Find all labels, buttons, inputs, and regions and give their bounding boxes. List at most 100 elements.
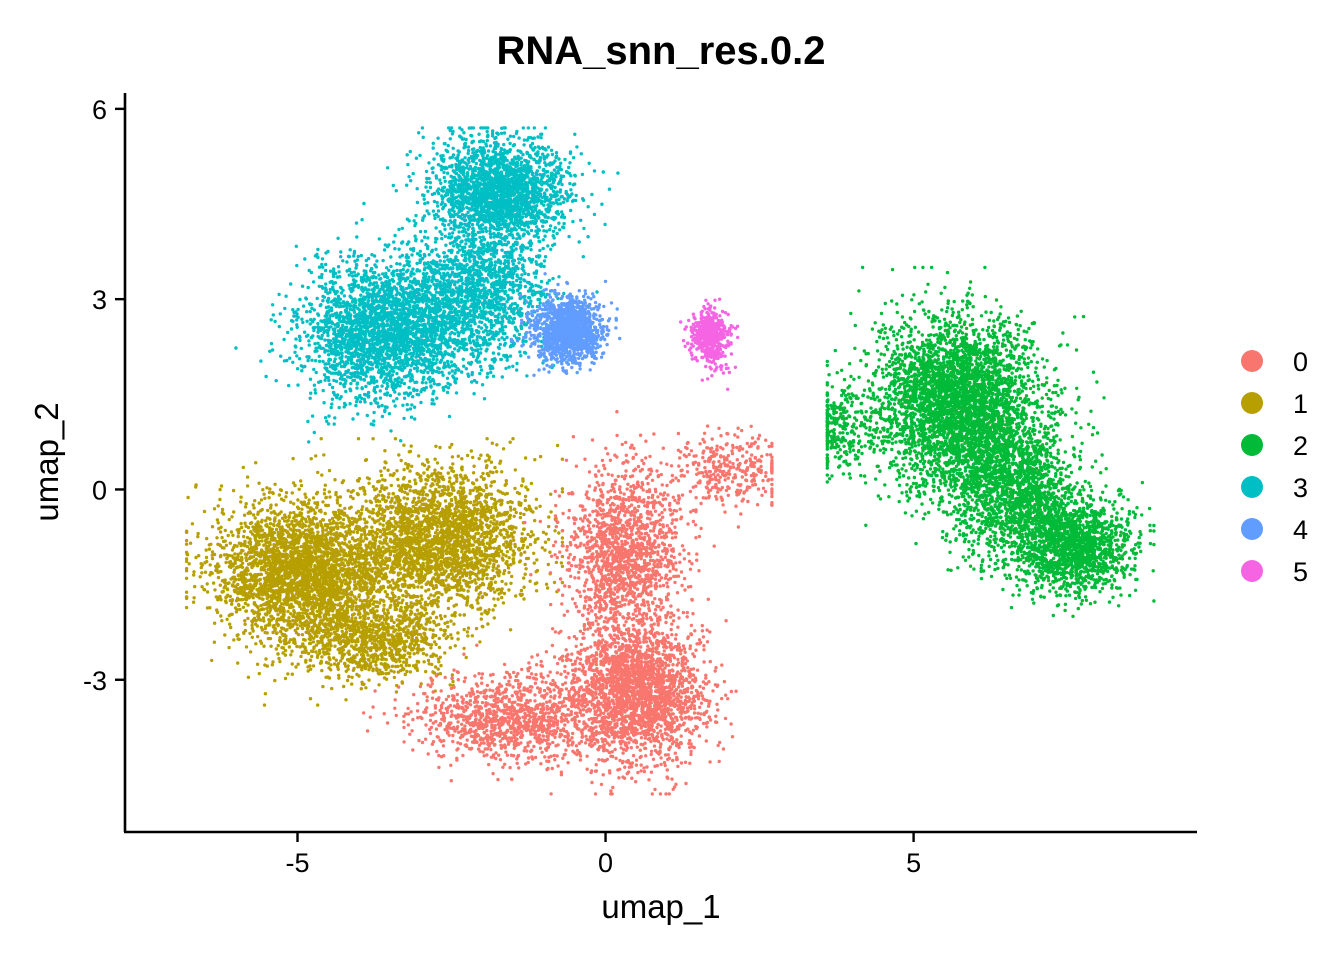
data-point	[1029, 346, 1033, 350]
data-point	[1044, 392, 1049, 397]
data-point	[901, 341, 905, 345]
data-point	[1133, 588, 1138, 592]
data-point	[960, 409, 965, 414]
data-point	[1071, 614, 1075, 618]
data-point	[978, 341, 982, 346]
data-point	[1078, 458, 1083, 462]
data-point	[1122, 531, 1126, 536]
data-point	[1015, 568, 1019, 572]
data-point	[936, 423, 941, 427]
data-point	[932, 424, 936, 429]
data-point	[890, 397, 894, 401]
data-point	[890, 441, 895, 445]
data-point	[1023, 425, 1027, 429]
data-point	[920, 333, 924, 337]
data-point	[945, 270, 950, 275]
data-point	[945, 309, 949, 314]
data-point	[975, 349, 979, 353]
data-point	[926, 315, 931, 320]
data-point	[1070, 407, 1074, 411]
data-point	[973, 432, 978, 436]
data-point	[961, 350, 966, 354]
data-point	[1014, 360, 1019, 364]
data-point	[941, 377, 946, 381]
data-point	[912, 381, 917, 385]
data-point	[975, 378, 979, 382]
data-point	[1026, 356, 1031, 360]
data-point	[984, 345, 988, 349]
data-point	[909, 355, 914, 359]
data-point	[1089, 409, 1093, 413]
data-point	[919, 413, 923, 417]
data-point	[950, 436, 955, 441]
data-point	[1031, 379, 1035, 383]
data-point	[913, 450, 918, 454]
data-point	[915, 456, 919, 460]
data-point	[987, 383, 992, 388]
data-point	[954, 419, 958, 423]
data-point	[1087, 581, 1091, 585]
data-point	[895, 302, 899, 306]
data-point	[923, 396, 927, 400]
data-point	[961, 356, 965, 360]
data-point	[977, 337, 982, 342]
data-point	[963, 376, 967, 380]
data-point	[1124, 550, 1128, 554]
data-point	[939, 291, 943, 295]
data-point	[931, 325, 935, 329]
data-point	[972, 330, 976, 335]
data-point	[915, 387, 919, 391]
data-point	[1086, 573, 1091, 577]
data-point	[960, 397, 964, 401]
data-point	[988, 388, 993, 392]
data-point	[974, 359, 978, 363]
data-point	[918, 358, 922, 362]
data-point	[1008, 334, 1012, 338]
data-point	[958, 378, 962, 382]
data-point	[1041, 578, 1046, 582]
data-point	[1151, 569, 1155, 573]
data-point	[1059, 567, 1064, 571]
data-point	[946, 431, 951, 436]
data-point	[870, 327, 875, 331]
data-point	[1011, 593, 1015, 597]
data-point	[1106, 535, 1111, 539]
data-point	[868, 445, 873, 449]
data-point	[947, 446, 952, 450]
data-point	[920, 468, 924, 472]
data-point	[915, 462, 919, 467]
data-point	[893, 361, 898, 365]
data-point	[921, 308, 926, 312]
data-point	[978, 421, 982, 425]
data-point	[1101, 582, 1105, 586]
data-point	[1017, 593, 1021, 597]
data-point	[948, 408, 953, 413]
data-point	[1090, 569, 1094, 573]
data-point	[900, 439, 904, 444]
data-point	[939, 411, 943, 415]
data-point	[1110, 530, 1114, 535]
data-point	[1006, 390, 1011, 394]
data-point	[963, 336, 967, 340]
data-point	[1080, 562, 1085, 567]
data-point	[1016, 327, 1020, 332]
data-point	[1133, 556, 1137, 561]
data-point	[1080, 558, 1084, 562]
chart-title: RNA_snn_res.0.2	[496, 29, 825, 73]
data-point	[909, 394, 913, 398]
data-point	[910, 298, 914, 302]
data-point	[878, 408, 883, 412]
data-point	[938, 334, 942, 338]
data-point	[963, 441, 967, 445]
data-point	[1020, 400, 1024, 404]
data-point	[944, 538, 948, 542]
data-point	[924, 437, 928, 442]
data-point	[944, 322, 948, 326]
data-point	[1106, 543, 1111, 547]
data-point	[913, 468, 917, 472]
data-point	[945, 379, 950, 384]
data-point	[965, 306, 969, 310]
data-point	[900, 293, 905, 297]
data-point	[1076, 606, 1081, 611]
data-point	[948, 326, 952, 330]
